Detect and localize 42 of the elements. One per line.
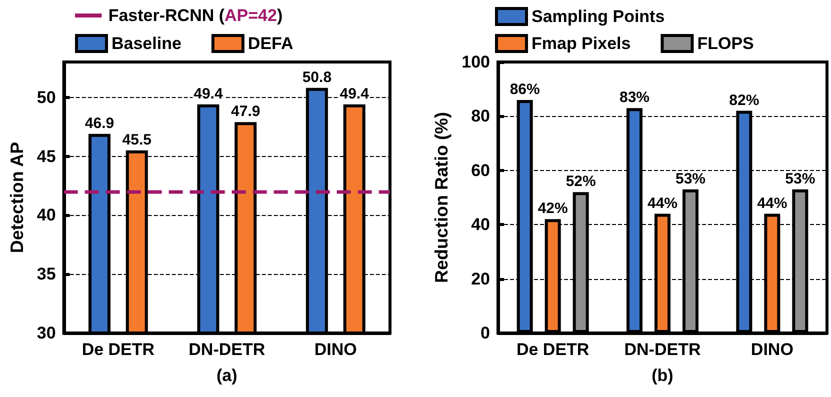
y-tick-label: 40 xyxy=(36,206,56,225)
legend-label: Fmap Pixels xyxy=(532,34,631,53)
data-label: 49.4 xyxy=(340,85,370,102)
data-label: 46.9 xyxy=(84,114,114,132)
y-tick-label: 40 xyxy=(471,215,490,234)
y-tick-label: 0 xyxy=(480,324,490,342)
y-axis-title: Detection AP xyxy=(7,142,27,254)
legend-label: Baseline xyxy=(112,34,182,53)
y-tick-label: 80 xyxy=(471,106,490,126)
data-label: 53% xyxy=(675,170,706,188)
data-label: 49.4 xyxy=(194,85,224,102)
legend-label: Sampling Points xyxy=(532,7,665,26)
x-tick-label: DINO xyxy=(750,340,794,359)
x-tick-label: DN-DETR xyxy=(188,340,266,359)
legend-label: DEFA xyxy=(248,34,294,53)
data-label: 52% xyxy=(566,173,596,190)
x-tick-label: DN-DETR xyxy=(624,340,701,359)
data-label: 45.5 xyxy=(122,131,152,148)
x-axis-title: (a) xyxy=(216,366,238,385)
data-label: 42% xyxy=(538,200,568,218)
x-axis-title: (b) xyxy=(652,366,674,385)
legend-label: Faster-RCNN (AP=42) xyxy=(108,6,283,25)
data-label: 82% xyxy=(729,92,760,109)
data-label: 53% xyxy=(785,170,816,188)
y-tick-label: 20 xyxy=(471,269,490,288)
y-tick-label: 50 xyxy=(36,88,56,107)
data-label: 83% xyxy=(619,89,650,106)
data-label: 47.9 xyxy=(231,103,260,120)
y-tick-label: 45 xyxy=(36,146,56,166)
y-tick-label: 30 xyxy=(36,324,56,342)
data-label: 44% xyxy=(647,194,678,212)
y-tick-label: 60 xyxy=(471,160,490,180)
x-tick-label: De DETR xyxy=(516,340,590,359)
y-tick-label: 35 xyxy=(36,264,56,284)
data-label: 86% xyxy=(510,80,540,98)
y-axis-title: Reduction Ratio (%) xyxy=(432,112,452,283)
x-tick-label: De DETR xyxy=(82,340,155,359)
data-label: 44% xyxy=(757,194,788,212)
y-tick-label: 100 xyxy=(462,52,490,72)
legend-label: FLOPS xyxy=(697,34,754,53)
x-tick-label: DINO xyxy=(314,340,357,359)
data-label: 50.8 xyxy=(302,68,332,86)
